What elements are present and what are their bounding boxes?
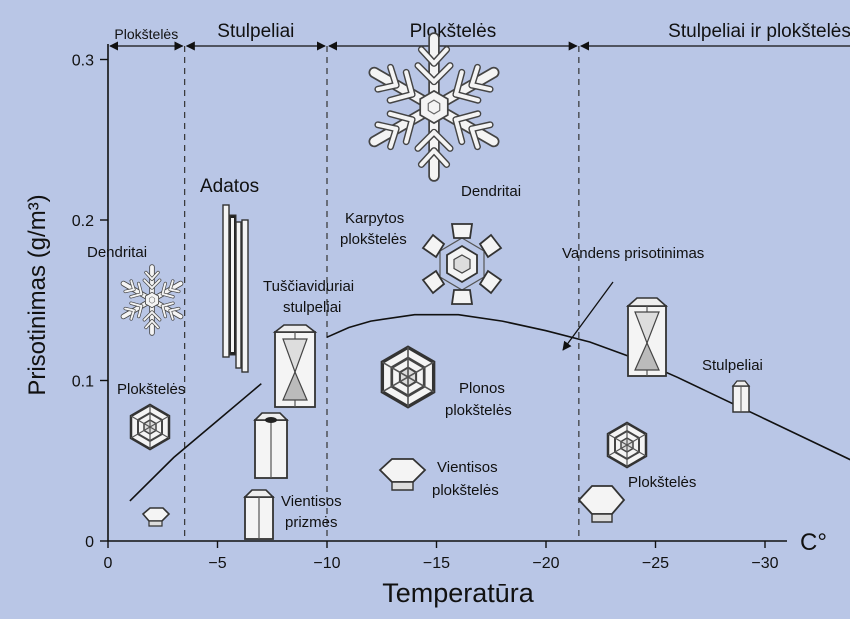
region-label: Plokštelės [114,26,178,42]
x-tick-label: −20 [532,555,559,572]
saturation-pointer-arrow [562,281,614,351]
y-tick-label: 0.3 [72,53,94,70]
crystal-illustrations [120,38,751,540]
label-dendritai-top: Dendritai [461,183,521,200]
x-tick-label: 0 [104,555,113,572]
plate-crystal-left [129,403,171,451]
label-stulpeliai-right: Stulpeliai [702,357,763,374]
label-adatos: Adatos [200,176,259,197]
solid-plate-crystal-right [577,485,626,523]
region-label: Plokštelės [410,21,497,42]
label-tusciaviduriai-1: Tuščiaviduriai [263,278,354,295]
hollow-column-crystal [272,324,318,408]
annotation-labels: Dendritai Plokštelės Adatos Tuščiaviduri… [87,176,763,531]
solid-plate-crystal-middle [378,458,427,491]
x-ticks: 0−5−10−15−20−25−30−35 [104,541,779,572]
label-vientisos-prizmes-2: prizmės [285,514,338,531]
needle-crystals [222,204,249,373]
y-ticks: 0 0.1 0.2 0.3 [72,53,108,551]
label-plokstelės-right: Plokštelės [628,474,696,491]
hollow-column-crystal-right [625,297,669,377]
label-vientisos-plokst-1: Vientisos [437,459,498,476]
label-plonos-1: Plonos [459,380,505,397]
big-dendrite-crystal [366,38,502,176]
thin-plate-crystal [380,345,436,409]
label-tusciaviduriai-2: stulpeliai [283,299,341,316]
x-tick-label: −15 [423,555,450,572]
x-axis-title: Temperatūra [382,578,535,608]
solid-prism-crystal-short [243,489,275,540]
x-tick-label: −30 [751,555,778,572]
x-unit-label: C° [800,529,827,556]
x-tick-label: −25 [642,555,669,572]
y-tick-label: 0.2 [72,213,94,230]
small-dendrite-crystal [120,267,185,333]
y-axis-title: Prisotinimas (g/m³) [24,194,51,395]
y-tick-label: 0 [85,534,94,551]
label-karpytos-2: plokštelės [340,231,407,248]
label-plokstelės-left: Plokštelės [117,381,185,398]
plate-crystal-right [606,421,648,469]
axes [107,44,787,542]
label-karpytos-1: Karpytos [345,210,404,227]
solid-prism-crystal-tall [253,412,289,479]
y-tick-label: 0.1 [72,374,94,391]
region-label: Stulpeliai ir plokštelės [668,21,850,42]
series-line-vandens-prisotinimas [129,313,850,502]
label-dendritai-left: Dendritai [87,244,147,261]
x-tick-label: −10 [313,555,340,572]
x-tick-label: −5 [208,555,226,572]
label-saturation: Vandens prisotinimas [562,245,704,262]
solid-plate-crystal-small [141,507,171,527]
sector-plate-crystal [422,223,502,305]
temperature-regions: Plokštelės Stulpeliai Plokštelės Stulpeliai… [109,21,850,541]
label-vientisos-prizmes-1: Vientisos [281,493,342,510]
region-label: Stulpeliai [217,21,294,42]
label-vientisos-plokst-2: plokštelės [432,482,499,499]
small-column-crystal [731,380,751,413]
label-plonos-2: plokštelės [445,402,512,419]
